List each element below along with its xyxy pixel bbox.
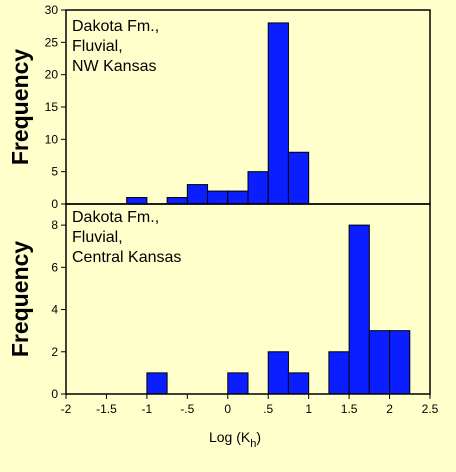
y-axis-label: Frequency	[7, 241, 33, 358]
y-tick-label: 10	[45, 132, 59, 146]
x-tick-label: 1	[305, 402, 312, 416]
y-tick-label: 30	[45, 3, 59, 17]
bar	[146, 372, 168, 395]
x-tick-label: -.5	[180, 402, 194, 416]
bar	[267, 22, 289, 205]
bar	[328, 351, 350, 395]
bar	[166, 197, 188, 205]
x-tick-label: -1.5	[96, 402, 117, 416]
plot-frame	[65, 203, 431, 395]
bar	[348, 224, 370, 395]
panel-annotation: Dakota Fm.,	[72, 18, 159, 35]
panel-annotation: Fluvial,	[72, 229, 123, 246]
y-tick-label: 15	[45, 100, 59, 114]
panel-annotation: NW Kansas	[72, 58, 156, 75]
y-tick-label: 20	[45, 68, 59, 82]
bar	[186, 184, 209, 205]
y-tick-label: 25	[45, 35, 59, 49]
bar	[389, 330, 411, 395]
y-axis-label: Frequency	[7, 49, 33, 166]
y-tick-label: 6	[51, 260, 58, 274]
x-tick-label: .5	[263, 402, 273, 416]
x-tick-label: 2	[386, 402, 393, 416]
panel-annotation: Fluvial,	[72, 38, 123, 55]
histogram-nw-kansas: 0 5 10 15 20 25 30 Frequency Dakota Fm., Fluvial,…	[7, 3, 431, 211]
x-tick-label: -1	[142, 402, 153, 416]
y-tick-label: 0	[51, 387, 58, 401]
x-axis-label: Log (Kh)	[209, 429, 261, 450]
histogram-central-kansas: 0 2 4 6 8 Frequency Dakota Fm., Fluvial, Central…	[7, 203, 439, 416]
x-tick-label: -2	[61, 402, 72, 416]
panel-annotation: Dakota Fm.,	[72, 209, 159, 226]
bar	[126, 197, 148, 205]
y-tick-label: 8	[51, 218, 58, 232]
bar	[227, 372, 249, 395]
x-tick-label: 0	[224, 402, 231, 416]
bar	[227, 190, 249, 205]
y-tick-label: 2	[51, 345, 58, 359]
x-tick-label: 2.5	[422, 402, 439, 416]
x-tick-label: 1.5	[341, 402, 358, 416]
bar	[207, 190, 229, 205]
y-tick-label: 5	[51, 165, 58, 179]
panel-annotation: Central Kansas	[72, 249, 181, 266]
bar	[287, 372, 310, 395]
bar	[267, 351, 289, 395]
bar	[368, 330, 391, 395]
y-tick-label: 0	[51, 197, 58, 211]
bar	[287, 151, 310, 205]
bar	[247, 171, 269, 205]
y-tick-label: 4	[51, 303, 58, 317]
